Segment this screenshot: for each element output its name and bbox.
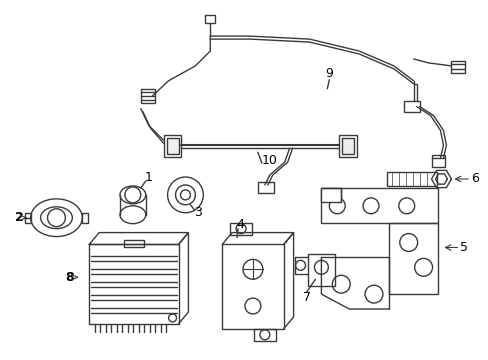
Bar — [230, 223, 251, 235]
Text: 7: 7 — [302, 291, 310, 303]
Text: 5: 5 — [459, 241, 468, 254]
Bar — [386, 172, 436, 186]
Bar — [222, 244, 283, 329]
Text: 9: 9 — [325, 67, 333, 80]
Bar — [141, 89, 154, 103]
Bar — [388, 223, 438, 294]
Text: 2: 2 — [15, 211, 24, 224]
Text: 6: 6 — [470, 171, 478, 185]
Text: 4: 4 — [236, 218, 244, 231]
Bar — [321, 188, 341, 202]
Text: 3: 3 — [194, 206, 202, 219]
Bar — [307, 255, 335, 286]
Bar — [450, 61, 464, 73]
Bar — [253, 329, 275, 341]
Text: 1: 1 — [144, 171, 152, 184]
Bar — [166, 138, 178, 154]
Bar — [321, 188, 438, 223]
Bar — [339, 135, 356, 157]
Bar — [89, 244, 178, 324]
Bar — [403, 100, 419, 112]
Text: 10: 10 — [262, 154, 277, 167]
Bar — [431, 155, 445, 167]
Bar — [342, 138, 353, 154]
Bar — [205, 15, 215, 23]
Bar — [163, 135, 181, 157]
Bar — [257, 182, 273, 193]
Bar — [123, 239, 143, 247]
Text: 8: 8 — [65, 271, 74, 284]
